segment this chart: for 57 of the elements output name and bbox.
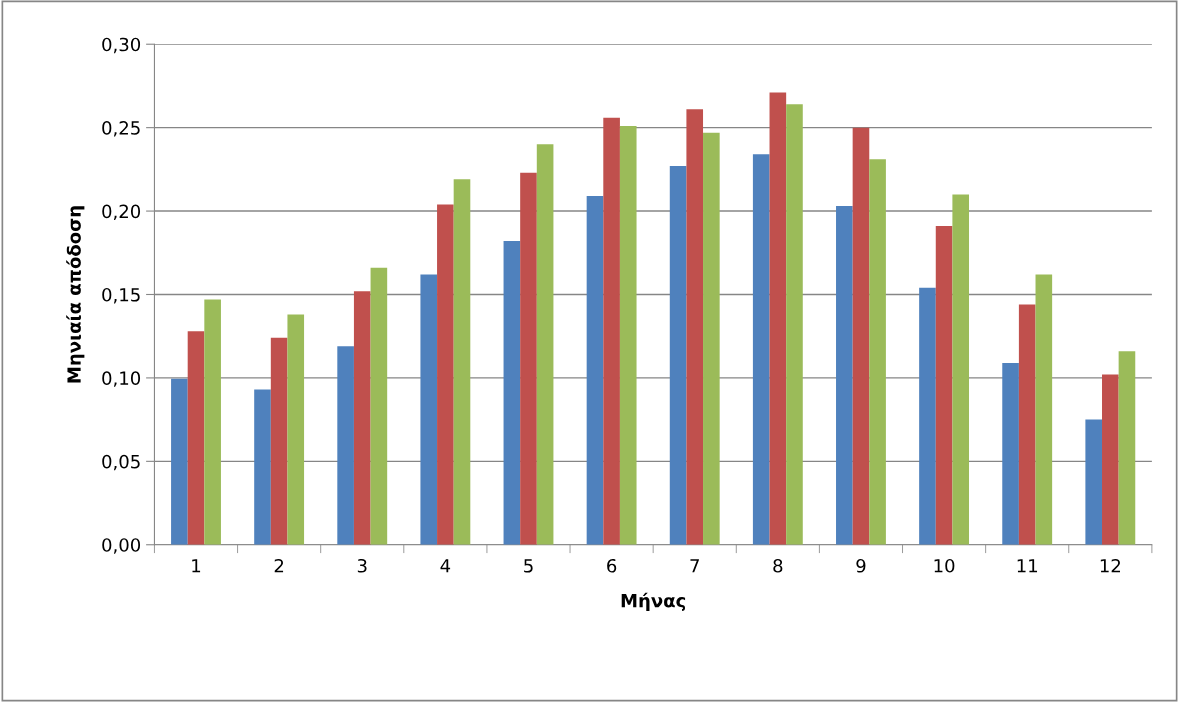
y-tick-label: 0,30 [102, 37, 141, 54]
bar [254, 389, 271, 545]
bar [287, 314, 305, 545]
bar [869, 159, 886, 545]
bar [852, 127, 870, 545]
bar [836, 206, 853, 545]
y-axis-title: Μηνιαία απόδοση [66, 206, 85, 383]
bar [337, 346, 354, 545]
y-tick-label: 0,20 [102, 204, 141, 221]
y-tick-label: 0,25 [102, 121, 140, 137]
bar [1002, 362, 1019, 545]
x-tick-label: 4 [440, 559, 451, 573]
bar [453, 179, 471, 545]
bar [370, 267, 388, 545]
bar [1018, 304, 1036, 545]
x-tick-label: 6 [607, 558, 617, 573]
bar [1102, 374, 1119, 545]
bar [353, 291, 371, 545]
bar [935, 226, 953, 545]
x-tick-label: 5 [524, 559, 533, 573]
y-tick-label: 0,15 [102, 287, 140, 304]
bar [752, 154, 770, 545]
y-tick-label: 0,00 [102, 538, 141, 554]
x-tick-label: 1 [192, 559, 201, 573]
bar [919, 287, 936, 545]
x-axis-title: Μήνας [621, 592, 686, 611]
x-tick-label: 2 [274, 558, 284, 573]
bar [171, 378, 188, 545]
bar [703, 132, 720, 545]
bar [520, 172, 537, 545]
bar [686, 109, 704, 545]
bar [204, 299, 221, 545]
y-tick-label: 0,10 [102, 371, 141, 387]
bar [619, 125, 637, 545]
x-tick-label: 7 [690, 559, 699, 573]
bar [769, 92, 787, 545]
bar [420, 274, 438, 545]
bar [1085, 419, 1103, 545]
y-tick-label: 0,05 [102, 454, 140, 471]
x-tick-label: 8 [773, 558, 783, 573]
bar [603, 117, 620, 545]
bar [1035, 274, 1053, 545]
x-tick-label: 3 [357, 558, 367, 573]
bar [270, 337, 288, 545]
bar [586, 196, 604, 545]
bar [952, 194, 970, 545]
x-tick-label: 11 [1017, 559, 1038, 573]
bar [669, 166, 687, 545]
x-tick-label: 9 [856, 558, 866, 573]
bar [437, 204, 454, 545]
bar [786, 104, 803, 545]
x-tick-label: 10 [934, 558, 955, 573]
bar [187, 331, 205, 545]
bar [536, 144, 554, 545]
bar [503, 241, 521, 545]
x-tick-label: 12 [1100, 558, 1120, 573]
bar [1118, 351, 1136, 545]
